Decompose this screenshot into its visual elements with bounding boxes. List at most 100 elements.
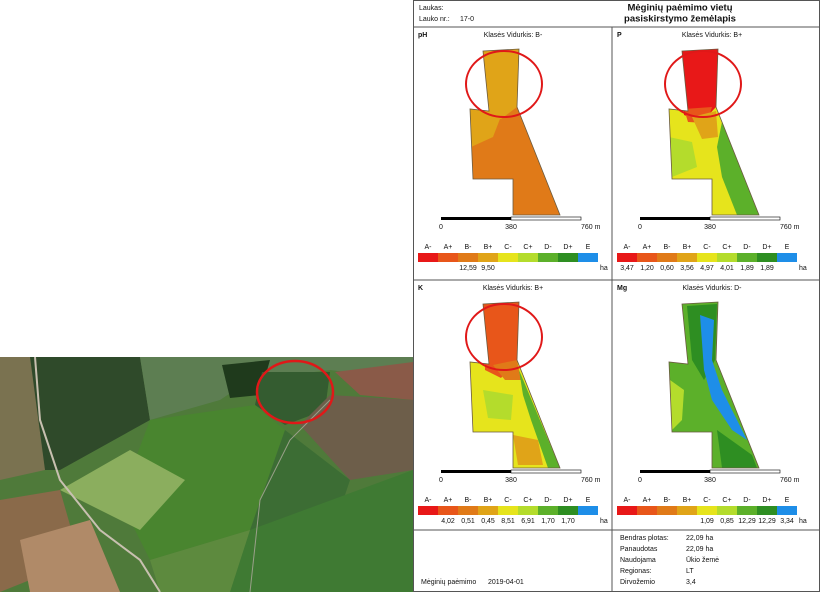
grade-swatch <box>617 506 637 515</box>
grade-area: 4,02 <box>441 518 455 525</box>
scale-bar <box>709 216 781 221</box>
grade-swatch <box>737 506 757 515</box>
info-label: Dirvožemio <box>620 579 655 586</box>
grade-swatch <box>677 253 697 262</box>
zone <box>670 380 684 430</box>
grade-area: 12,29 <box>758 518 776 525</box>
grade-area: 1,70 <box>561 518 575 525</box>
grade-label: E <box>785 244 790 251</box>
grade-area: 3,47 <box>620 265 634 272</box>
grade-area: 1,70 <box>541 518 555 525</box>
grade-swatch <box>518 506 538 515</box>
grade-swatch <box>637 253 657 262</box>
grade-swatch <box>438 253 458 262</box>
field-outline <box>469 301 561 469</box>
info-value: Ūkio žemė <box>686 556 719 564</box>
grade-label: C- <box>504 244 512 251</box>
grade-label: B- <box>664 497 672 504</box>
class-average: Klasės Vidurkis: B+ <box>682 32 742 39</box>
highlight-ellipse <box>465 303 543 371</box>
grade-swatch <box>657 253 677 262</box>
unit-label: ha <box>799 518 807 525</box>
aerial-photo <box>0 357 413 592</box>
scale-label: 760 m <box>581 477 601 484</box>
grade-label: B- <box>664 244 672 251</box>
unit-label: ha <box>600 265 608 272</box>
field-outline <box>668 301 760 469</box>
grade-label: B+ <box>484 497 493 504</box>
scale-label: 380 <box>505 224 517 231</box>
grade-label: A- <box>425 244 433 251</box>
grade-label: B+ <box>683 244 692 251</box>
class-average: Klasės Vidurkis: B- <box>484 32 543 39</box>
grade-label: E <box>785 497 790 504</box>
zone <box>513 435 543 465</box>
grade-swatch <box>498 253 518 262</box>
grade-area: 4,01 <box>720 265 734 272</box>
grade-label: A+ <box>643 244 652 251</box>
info-label: Regionas: <box>620 568 652 575</box>
scale-bar <box>640 217 710 220</box>
grade-label: C- <box>703 497 711 504</box>
element-name: K <box>418 285 423 292</box>
grade-area: 0,60 <box>660 265 674 272</box>
info-label: Bendras plotas: <box>620 535 669 542</box>
scale-bar <box>510 469 582 474</box>
zone <box>483 390 513 420</box>
map-panel: pH Klasės Vidurkis: B- 0 380 760 m A- A+ B- 12,5… <box>418 32 608 272</box>
field-nr: 17-0 <box>460 16 474 23</box>
grade-area: 1,89 <box>740 265 754 272</box>
grade-swatch <box>677 506 697 515</box>
info-value: 3,4 <box>686 579 696 586</box>
zone <box>470 109 503 147</box>
class-average: Klasės Vidurkis: D- <box>682 285 742 292</box>
grade-swatch <box>717 253 737 262</box>
grade-swatch <box>697 506 717 515</box>
grade-swatch <box>657 506 677 515</box>
field-nr-label: Lauko nr.: <box>419 16 450 23</box>
zone <box>700 315 747 440</box>
map-panel: K Klasės Vidurkis: B+ 0 380 760 m A- A+ 4,02 B- 0… <box>418 285 608 525</box>
grade-label: B- <box>465 244 473 251</box>
grade-swatch <box>697 253 717 262</box>
grade-area: 9,50 <box>481 265 495 272</box>
grade-swatch <box>717 506 737 515</box>
grade-label: B- <box>465 497 473 504</box>
grade-area: 12,29 <box>738 518 756 525</box>
unit-label: ha <box>600 518 608 525</box>
report-title: Mėginių paėmimo vietų <box>627 3 732 14</box>
grade-swatch <box>737 253 757 262</box>
grade-label: C+ <box>722 497 731 504</box>
grade-label: D- <box>743 497 751 504</box>
element-name: pH <box>418 32 427 39</box>
scale-label: 0 <box>439 224 443 231</box>
grade-label: A- <box>624 497 632 504</box>
zone <box>717 122 759 215</box>
zone <box>483 49 519 119</box>
grade-area: 6,91 <box>521 518 535 525</box>
info-value: LT <box>686 568 694 575</box>
field-label: Laukas: <box>419 5 444 12</box>
grade-area: 4,97 <box>700 265 714 272</box>
grade-area: 3,34 <box>780 518 794 525</box>
grade-swatch <box>458 506 478 515</box>
zone <box>669 137 697 177</box>
info-value: 22,09 ha <box>686 546 713 553</box>
grade-swatch <box>757 253 777 262</box>
scale-label: 380 <box>704 477 716 484</box>
field-outline <box>668 48 760 216</box>
scale-label: 760 m <box>780 477 800 484</box>
grade-label: E <box>586 244 591 251</box>
scale-label: 0 <box>638 477 642 484</box>
grade-label: C+ <box>722 244 731 251</box>
grade-swatch <box>578 506 598 515</box>
scale-bar <box>640 470 710 473</box>
footer: Bendras plotas: 22,09 ha Panaudotas 22,09 h… <box>620 535 719 586</box>
report-subtitle: pasiskirstymo žemėlapis <box>624 14 736 25</box>
grade-swatch <box>538 506 558 515</box>
grade-label: D- <box>544 244 552 251</box>
scale-bar <box>441 470 511 473</box>
grade-area: 0,85 <box>720 518 734 525</box>
element-name: P <box>617 32 622 39</box>
scale-label: 380 <box>704 224 716 231</box>
